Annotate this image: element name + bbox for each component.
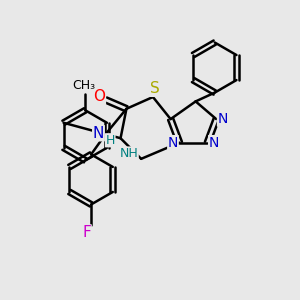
Text: H: H [106,134,115,147]
Text: CH₃: CH₃ [72,79,95,92]
Text: O: O [93,89,105,104]
Text: N: N [93,126,104,141]
Text: S: S [149,81,159,96]
Text: N: N [209,136,219,150]
Text: F: F [82,225,91,240]
Text: NH: NH [119,147,138,160]
Text: N: N [168,136,178,150]
Text: N: N [218,112,228,126]
